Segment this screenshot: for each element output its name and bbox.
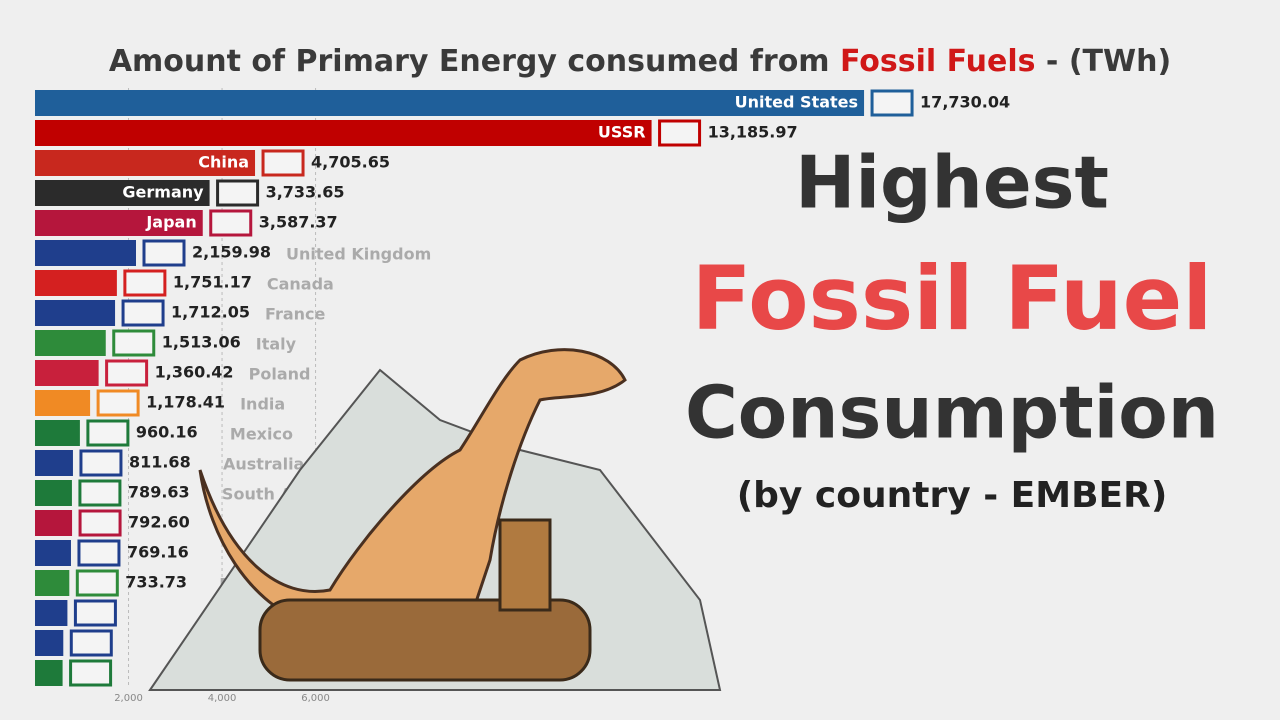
value-label: 733.73 <box>125 573 187 592</box>
flag <box>79 449 123 477</box>
bar <box>35 210 203 236</box>
bar <box>35 570 70 596</box>
flag <box>121 299 165 327</box>
value-label: 1,513.06 <box>162 333 241 352</box>
bar <box>35 300 116 326</box>
flag <box>96 389 140 417</box>
x-tick-label: 2,000 <box>114 693 143 704</box>
value-label: 1,360.42 <box>155 363 234 382</box>
bar <box>35 360 99 386</box>
value-label: 17,730.04 <box>920 93 1010 112</box>
bar <box>35 600 68 626</box>
flag <box>209 209 253 237</box>
bar-label: Canada <box>267 275 334 294</box>
flag <box>142 239 186 267</box>
flag <box>78 479 122 507</box>
value-label: 1,712.05 <box>171 303 250 322</box>
flag <box>69 629 113 657</box>
flag <box>112 329 156 357</box>
bar <box>35 150 256 176</box>
bar-label: United Kingdom <box>286 245 431 264</box>
bar-label: United States <box>735 93 858 112</box>
flag <box>77 539 121 567</box>
overlay-subtitle: (by country - EMBER) <box>737 475 1168 516</box>
value-label: 792.60 <box>128 513 190 532</box>
bar <box>35 630 64 656</box>
value-label: 13,185.97 <box>708 123 798 142</box>
title-part: Amount of Primary Energy consumed from <box>109 44 840 79</box>
bar <box>35 420 80 446</box>
bar <box>35 510 73 536</box>
value-label: 3,733.65 <box>266 183 345 202</box>
bar-label: USSR <box>598 123 646 142</box>
bar <box>35 390 91 416</box>
tracks <box>258 598 592 682</box>
flag <box>78 509 122 537</box>
flag <box>123 269 167 297</box>
bar-label: Australia <box>223 455 304 474</box>
overlay-line: Consumption <box>685 371 1219 455</box>
flag <box>86 419 130 447</box>
flag <box>75 569 119 597</box>
value-label: 811.68 <box>129 453 191 472</box>
bar-label: China <box>198 153 249 172</box>
bar <box>35 180 210 206</box>
flag <box>261 149 305 177</box>
value-label: 4,705.65 <box>311 153 390 172</box>
overlay-line: Highest <box>795 141 1109 225</box>
bar <box>35 660 63 686</box>
bar <box>35 330 106 356</box>
bar <box>35 240 137 266</box>
x-tick-label: 4,000 <box>208 693 237 704</box>
flag <box>658 119 702 147</box>
flag <box>69 659 113 687</box>
illustration <box>148 348 722 691</box>
value-label: 960.16 <box>136 423 198 442</box>
title-part: - (TWh) <box>1035 44 1171 79</box>
bar-label: France <box>265 305 325 324</box>
flag <box>216 179 260 207</box>
bar <box>35 480 72 506</box>
bar-label: Mexico <box>230 425 293 444</box>
overlay-highlight: Fossil Fuel <box>692 247 1213 350</box>
flag <box>870 89 914 117</box>
title-highlight: Fossil Fuels <box>840 44 1035 79</box>
bar-label: Poland <box>249 365 311 384</box>
bar <box>35 90 865 116</box>
bar <box>35 450 73 476</box>
bar <box>35 540 71 566</box>
bar-label: Germany <box>122 183 204 202</box>
flag <box>73 599 117 627</box>
value-label: 769.16 <box>127 543 189 562</box>
x-tick-label: 6,000 <box>301 693 330 704</box>
value-label: 789.63 <box>128 483 190 502</box>
bar <box>35 120 652 146</box>
chart-title: Amount of Primary Energy consumed from F… <box>109 44 1171 79</box>
bar <box>35 270 117 296</box>
pump <box>498 518 552 612</box>
value-label: 2,159.98 <box>192 243 271 262</box>
value-label: 3,587.37 <box>259 213 338 232</box>
value-label: 1,178.41 <box>146 393 225 412</box>
flag <box>105 359 149 387</box>
bar-label: Italy <box>256 335 297 354</box>
value-label: 1,751.17 <box>173 273 252 292</box>
bar-label: Japan <box>145 213 196 232</box>
bar-label: India <box>240 395 285 414</box>
